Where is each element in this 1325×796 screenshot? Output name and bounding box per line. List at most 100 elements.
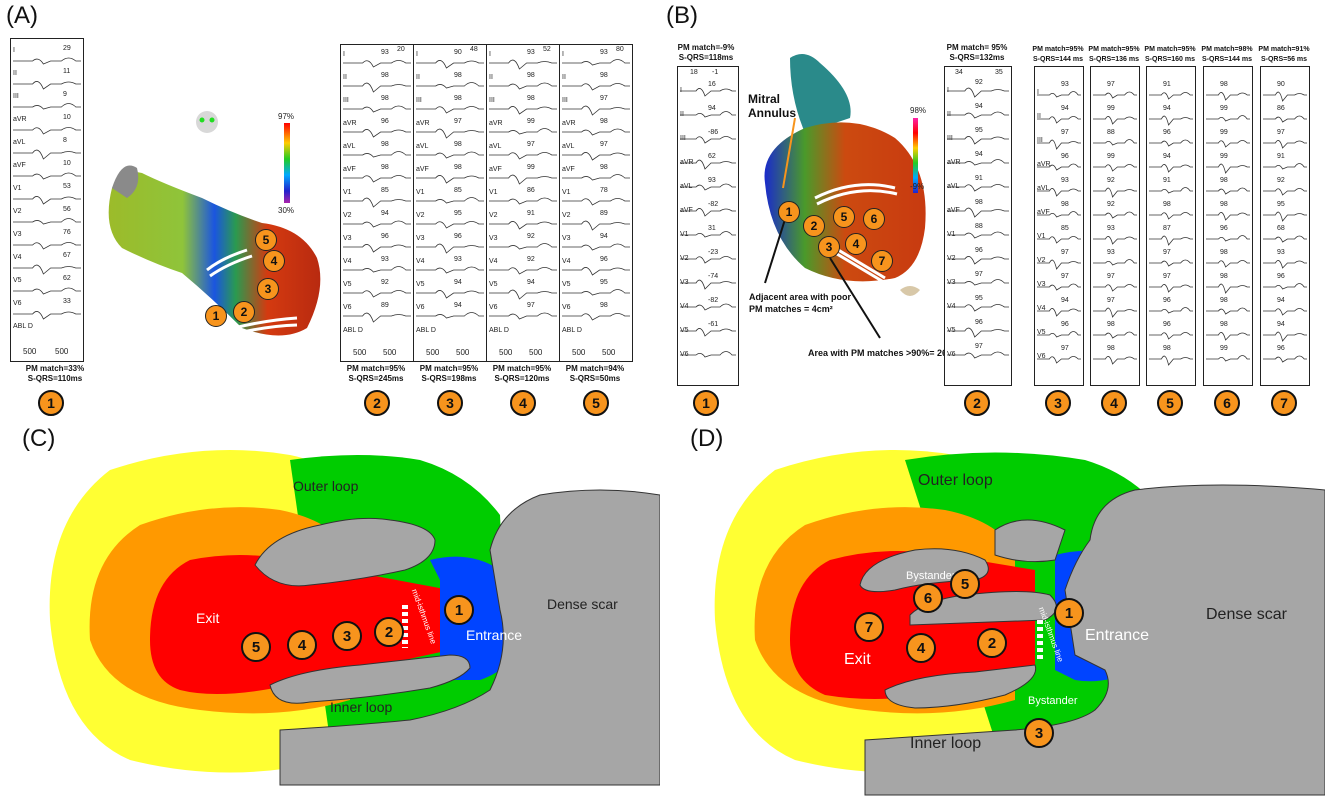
badge-a5: 5 bbox=[583, 390, 609, 416]
pm-value: 98 bbox=[1220, 321, 1228, 328]
pm-value: 98 bbox=[600, 302, 608, 309]
pm-value: 16 bbox=[708, 81, 716, 88]
ecg-lead-trace bbox=[562, 174, 630, 181]
ecg-traces bbox=[1263, 91, 1307, 363]
ecg-lead-trace bbox=[1037, 356, 1081, 364]
pm-value: 62 bbox=[63, 275, 71, 282]
ecg-lead-trace bbox=[416, 60, 484, 69]
ecg-lead-trace bbox=[1206, 283, 1250, 294]
pm-value: 94 bbox=[975, 103, 983, 110]
lead-label: aVR bbox=[680, 159, 694, 166]
ecg-lead-trace bbox=[1037, 259, 1081, 270]
pm-value: 93 bbox=[708, 177, 716, 184]
pm-value: 67 bbox=[63, 252, 71, 259]
ecg-lead-trace bbox=[947, 231, 1009, 239]
ecg-lead-trace bbox=[489, 59, 557, 70]
ecg-lead-trace bbox=[1093, 211, 1137, 219]
pm-value: 93 bbox=[1061, 177, 1069, 184]
ecg-lead-trace bbox=[562, 152, 630, 161]
pm-value: 92 bbox=[527, 233, 535, 240]
lead-label: V6 bbox=[13, 300, 22, 307]
map-a-badge-3: 3 bbox=[257, 278, 279, 300]
lead-label: I bbox=[343, 51, 345, 58]
footer-line-2: S-QRS=245ms bbox=[348, 374, 404, 383]
circuit-c-badge-4: 4 bbox=[287, 630, 317, 660]
pm-value: 10 bbox=[63, 160, 71, 167]
ecg-lead-trace bbox=[416, 312, 484, 319]
lead-label: aVF bbox=[489, 166, 502, 173]
ecg-lead-trace bbox=[13, 81, 81, 90]
ecg-lead-trace bbox=[416, 221, 484, 229]
orientation-icon bbox=[900, 286, 920, 296]
ecg-lead-trace bbox=[1206, 355, 1250, 362]
ecg-lead-trace bbox=[1206, 140, 1250, 148]
ecg-lead-trace bbox=[1037, 331, 1081, 338]
map-a-badge-4: 4 bbox=[263, 250, 285, 272]
pm-value: 97 bbox=[600, 95, 608, 102]
badge-a1: 1 bbox=[38, 390, 64, 416]
upper-isthmus-scar bbox=[254, 517, 436, 587]
pm-value: 94 bbox=[600, 233, 608, 240]
lead-label: V4 bbox=[343, 258, 352, 265]
pm-value: 93 bbox=[1277, 249, 1285, 256]
header-line-2: S-QRS=144 ms bbox=[1202, 56, 1252, 63]
lead-label: III bbox=[562, 97, 568, 104]
ecg-traces bbox=[13, 57, 81, 320]
scale-label: 500 bbox=[529, 348, 543, 357]
lead-label: I bbox=[13, 47, 15, 54]
ecg-lead-trace bbox=[562, 83, 630, 91]
pm-value: 85 bbox=[381, 187, 389, 194]
lead-label: III bbox=[947, 135, 953, 142]
ecg-lead-trace bbox=[680, 111, 736, 118]
pm-value: 9 bbox=[63, 91, 67, 98]
lead-label: V2 bbox=[1037, 257, 1046, 264]
ecg-strip-a3-footer: PM match=95% S-QRS=198ms bbox=[413, 364, 485, 384]
scale-b-top: 98% bbox=[910, 106, 927, 115]
lead-label: V6 bbox=[680, 351, 689, 358]
ecg-lead-trace bbox=[562, 128, 630, 136]
ecg-traces bbox=[680, 88, 736, 358]
ecg-lead-trace bbox=[13, 196, 81, 205]
lead-label: aVF bbox=[416, 166, 429, 173]
ecg-lead-trace bbox=[1037, 91, 1081, 98]
pm-value: 94 bbox=[1163, 105, 1171, 112]
lead-label: V1 bbox=[947, 231, 956, 238]
ecg-strip-b2-header: PM match= 95% S-QRS=132ms bbox=[944, 43, 1010, 63]
map-b-badge-2: 2 bbox=[803, 215, 825, 237]
pm-value: 99 bbox=[527, 164, 535, 171]
pm-value: -74 bbox=[708, 273, 719, 280]
circuit-c-badge-2: 2 bbox=[374, 617, 404, 647]
ecg-lead-trace bbox=[416, 243, 484, 254]
ecg-lead-trace bbox=[1037, 163, 1081, 171]
circuit-c-badge-1: 1 bbox=[444, 595, 474, 625]
ecg-lead-trace bbox=[489, 174, 557, 185]
ecg-strip-b1: 18 -1 I II III aVR aVL aVF V1 V2 V3 V4 V5 V6 16 94 -86 62… bbox=[677, 66, 739, 386]
header-line-2: S-QRS=132ms bbox=[949, 53, 1005, 62]
pm-value: 97 bbox=[1061, 273, 1069, 280]
footer-line-2: S-QRS=50ms bbox=[569, 374, 621, 383]
footer-line-1: PM match=94% bbox=[565, 364, 625, 373]
pm-value: 89 bbox=[381, 302, 389, 309]
lead-label: V3 bbox=[13, 231, 22, 238]
ecg-lead-trace bbox=[343, 244, 411, 253]
lead-label: V3 bbox=[562, 235, 571, 242]
ecg-lead-trace bbox=[489, 243, 557, 250]
circuit-c-badge-5: 5 bbox=[241, 632, 271, 662]
ecg-traces bbox=[416, 60, 484, 319]
ecg-lead-trace bbox=[1263, 91, 1307, 102]
pm-value: 92 bbox=[381, 279, 389, 286]
ecg-traces bbox=[1206, 92, 1250, 362]
ecg-lead-trace bbox=[1206, 260, 1250, 268]
scale-label: 500 bbox=[572, 348, 586, 357]
ecg-lead-trace bbox=[1093, 356, 1137, 365]
dense-scar-region bbox=[864, 484, 1325, 796]
ecg-lead-trace bbox=[1206, 235, 1250, 242]
pm-value-top: 34 bbox=[955, 69, 963, 76]
pm-value: 95 bbox=[975, 127, 983, 134]
pm-value: 97 bbox=[1061, 249, 1069, 256]
pm-value: 96 bbox=[1061, 153, 1069, 160]
lead-label: I bbox=[562, 51, 564, 58]
ecg-lead-trace bbox=[13, 172, 81, 180]
ecg-strip-b4-header: PM match=95% S-QRS=136 ms bbox=[1084, 45, 1144, 65]
header-line-2: S-QRS=160 ms bbox=[1145, 56, 1195, 63]
